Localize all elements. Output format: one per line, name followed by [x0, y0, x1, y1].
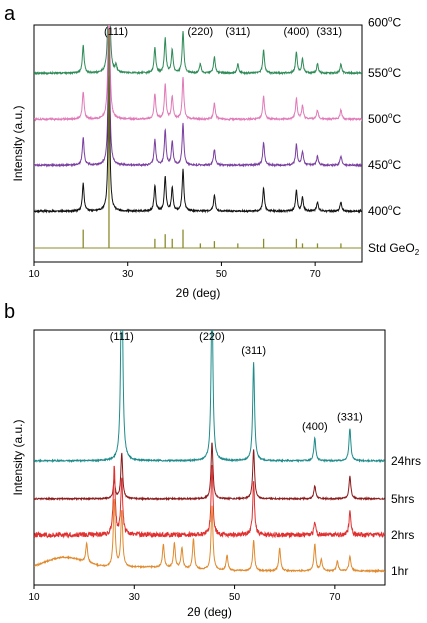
- peak-label-b-3: (400): [302, 421, 328, 433]
- series-label-b-2: 2hrs: [391, 528, 414, 542]
- x-tick-label-a-0: 10: [28, 269, 40, 280]
- series-label-a-5: Std GeO2: [368, 241, 420, 257]
- series-label-a-1: 550oC: [368, 65, 401, 80]
- y-axis-title-a: Intensity (a.u.): [11, 105, 25, 181]
- panel-b-letter: b: [4, 301, 15, 323]
- x-tick-label-a-1: 30: [122, 269, 134, 280]
- peak-label-a-4: (331): [316, 26, 342, 38]
- peak-label-b-1: (220): [199, 331, 225, 343]
- series-label-a-3: 450oC: [368, 157, 401, 172]
- series-line-a-0: [353, 25, 354, 26]
- x-tick-label-b-2: 50: [229, 592, 241, 603]
- series-line-b-2: [34, 465, 385, 539]
- peak-label-b-2: (311): [241, 345, 266, 357]
- peak-label-b-4: (331): [337, 412, 363, 424]
- series-line-a-2: [34, 25, 362, 122]
- panel-a-letter: a: [4, 3, 16, 25]
- series-label-a-0: 600oC: [368, 15, 401, 30]
- series-label-a-4: 400oC: [368, 203, 401, 218]
- x-axis-title-b: 2θ (deg): [187, 605, 232, 619]
- x-tick-label-b-3: 70: [329, 592, 341, 603]
- x-tick-label-a-2: 50: [216, 269, 228, 280]
- plot-frame-a: [33, 24, 363, 263]
- peak-label-a-3: (400): [284, 26, 310, 38]
- series-line-b-0: [34, 330, 385, 464]
- series-line-a-4: [34, 74, 362, 214]
- series-label-b-1: 5hrs: [391, 492, 414, 506]
- y-axis-title-b: Intensity (a.u.): [11, 419, 25, 495]
- x-axis-title-a: 2θ (deg): [176, 286, 221, 300]
- series-label-b-0: 24hrs: [391, 454, 421, 468]
- x-tick-label-b-0: 10: [28, 592, 40, 603]
- chart-panel-a: 10 30 50 70 2θ (deg) Intensity (a.u.) 600oC 550…: [11, 15, 420, 300]
- peak-label-b-0: (111): [110, 331, 134, 343]
- series-line-b-3: [34, 498, 385, 574]
- chart-panel-b: 10 30 50 70 2θ (deg) Intensity (a.u.) 24hrs 5hr…: [11, 329, 421, 619]
- peak-label-a-0: (111): [104, 26, 128, 38]
- series-line-b-1: [34, 442, 385, 502]
- series-label-a-2: 500oC: [368, 111, 401, 126]
- peak-label-a-1: (220): [187, 26, 213, 38]
- x-tick-label-b-1: 30: [129, 592, 141, 603]
- x-tick-label-a-3: 70: [310, 269, 322, 280]
- series-line-a-1: [34, 25, 362, 76]
- series-label-b-3: 1hr: [391, 564, 408, 578]
- series-line-a-3: [34, 28, 362, 168]
- plot-frame-b: [33, 329, 386, 586]
- peak-label-a-2: (311): [225, 26, 250, 38]
